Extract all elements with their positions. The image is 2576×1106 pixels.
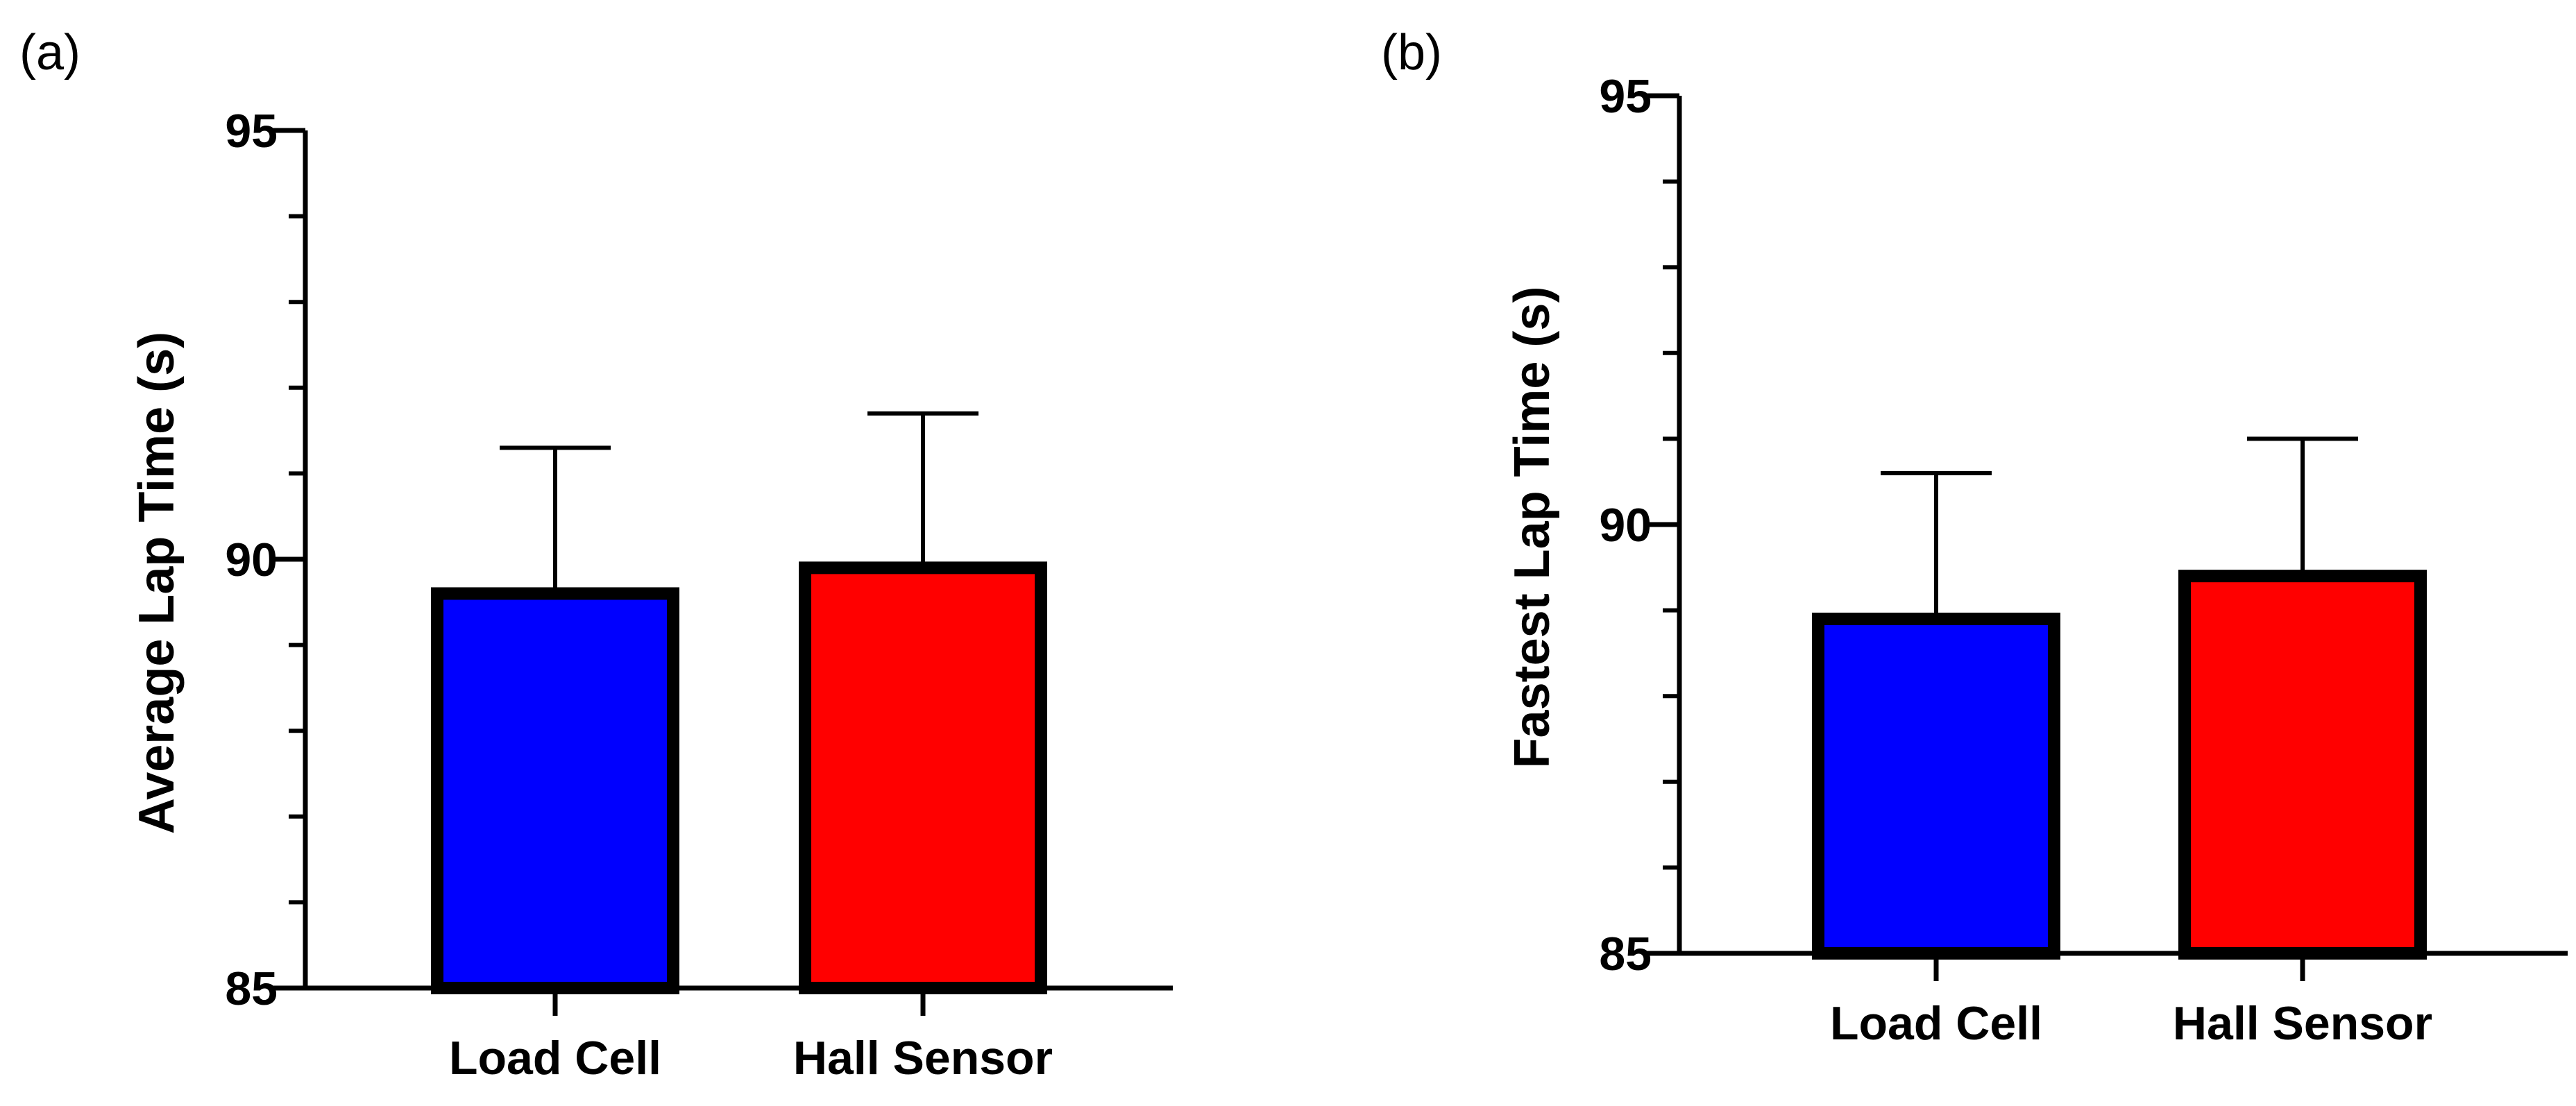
panel-a-y-axis-title: Average Lap Time (s): [129, 332, 185, 834]
panel-b-x-tick-label-0: Load Cell: [1830, 997, 2042, 1050]
panel-a-bar-0: [431, 587, 679, 994]
panel-b-y-tick-label-1: 90: [1599, 499, 1652, 552]
panel-b-bar-1: [2178, 570, 2427, 960]
panel-a-y-tick-label-2: 95: [225, 105, 278, 158]
panel-a-y-tick-label-0: 85: [225, 962, 278, 1015]
panel-a-y-tick-label-1: 90: [225, 534, 278, 586]
panel-a-x-tick-label-1: Hall Sensor: [793, 1032, 1053, 1084]
panel-a-x-tick-label-0: Load Cell: [449, 1032, 661, 1084]
panel-a-bar-1: [799, 561, 1047, 994]
panel-a: (a) Average Lap Time (s) Load Cell Hall S…: [19, 25, 1173, 1084]
panel-a-label: (a): [19, 25, 80, 80]
panel-b-plot-area: Load Cell Hall Sensor 85 90 95: [1599, 70, 2568, 1050]
panel-b: (b) Fastest Lap Time (s) Load Cell Hall S…: [1381, 25, 2568, 1050]
panel-b-bar-0: [1812, 612, 2060, 960]
panel-b-y-tick-label-2: 95: [1599, 70, 1652, 123]
panel-b-y-axis-title: Fastest Lap Time (s): [1505, 287, 1560, 769]
panel-b-x-tick-label-1: Hall Sensor: [2173, 997, 2432, 1050]
panel-b-label: (b): [1381, 25, 1442, 80]
panel-a-plot-area: Load Cell Hall Sensor 85 90 95: [225, 105, 1173, 1084]
panel-b-y-tick-label-0: 85: [1599, 928, 1652, 980]
